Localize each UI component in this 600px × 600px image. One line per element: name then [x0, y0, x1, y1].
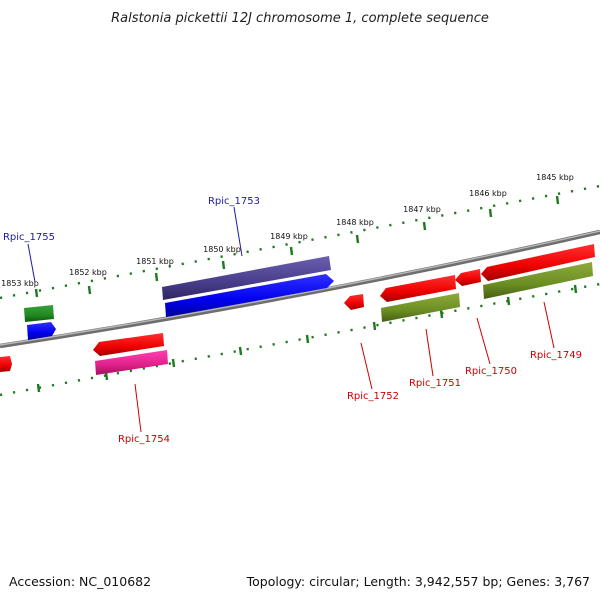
- gene-label-rpic-1749[interactable]: Rpic_1749: [530, 350, 582, 361]
- scale-label: 1851 kbp: [136, 257, 174, 266]
- gene-feature-rpic-1751-cds[interactable]: [381, 293, 460, 322]
- gene-label-rpic-1753[interactable]: Rpic_1753: [208, 196, 260, 207]
- outer-major-ticks: [34, 195, 560, 298]
- gene-feature-rpic-1755-cds[interactable]: [24, 305, 54, 322]
- scale-label: 1846 kbp: [469, 189, 507, 198]
- inner-scale-ring: [0, 282, 600, 397]
- outer-scale-ring: [0, 184, 600, 300]
- chromosome-backbone: [0, 229, 600, 349]
- scale-label: 1849 kbp: [270, 232, 308, 241]
- gene-feature-rpic-1750[interactable]: [455, 269, 481, 286]
- gene-features: [0, 244, 595, 375]
- scale-label: 1850 kbp: [203, 245, 241, 254]
- gene-label-rpic-1751[interactable]: Rpic_1751: [409, 378, 461, 389]
- gene-feature-rpic-1753[interactable]: [165, 274, 334, 317]
- inner-major-ticks: [36, 284, 578, 393]
- gene-feature-rpic-1754-cds[interactable]: [95, 350, 168, 375]
- gene-label-rpic-1750[interactable]: Rpic_1750: [465, 366, 517, 377]
- scale-label: 1852 kbp: [69, 268, 107, 277]
- scale-label: 1845 kbp: [536, 173, 574, 182]
- gene-label-rpic-1752[interactable]: Rpic_1752: [347, 391, 399, 402]
- map-title: Ralstonia pickettii 12J chromosome 1, co…: [111, 11, 489, 26]
- summary-text: Topology: circular; Length: 3,942,557 bp…: [246, 574, 590, 589]
- gene-label-rpic-1754[interactable]: Rpic_1754: [118, 434, 170, 445]
- gene-label-rpic-1755[interactable]: Rpic_1755: [3, 232, 55, 243]
- scale-label: 1853 kbp: [1, 279, 39, 288]
- accession-text: Accession: NC_010682: [9, 574, 151, 589]
- gene-feature-rpic-1749-cds[interactable]: [483, 262, 593, 299]
- scale-label: 1848 kbp: [336, 218, 374, 227]
- gene-labels: Rpic_1755 Rpic_1754 Rpic_1753 Rpic_1752 …: [3, 196, 582, 445]
- gene-feature-rpic-1753-cds[interactable]: [162, 256, 331, 300]
- gene-feature-rpic-1752[interactable]: [344, 294, 364, 310]
- gene-feature-rpic-1755[interactable]: [27, 322, 56, 340]
- scale-label: 1847 kbp: [403, 205, 441, 214]
- scale-labels: 1853 kbp 1852 kbp 1851 kbp 1850 kbp 1849…: [1, 173, 574, 288]
- leader-lines: [27, 206, 555, 433]
- gene-feature-rpic-1751[interactable]: [380, 275, 456, 302]
- gene-feature-rpic-1754[interactable]: [93, 333, 164, 356]
- gene-feature-rpic-1749[interactable]: [481, 244, 595, 281]
- gene-feature-rpic-1756[interactable]: [0, 356, 12, 372]
